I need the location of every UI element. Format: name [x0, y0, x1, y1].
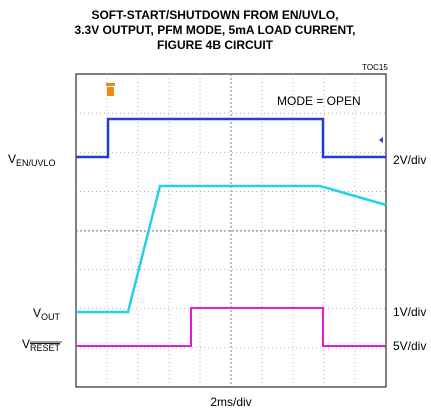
title-line: 3.3V OUTPUT, PFM MODE, 5mA LOAD CURRENT, — [75, 23, 356, 37]
mode-label: MODE = OPEN — [277, 94, 361, 108]
channel-label: VRESET — [22, 337, 61, 353]
label-main: V — [22, 337, 30, 351]
figure-id: TOC15 — [362, 63, 388, 72]
trace-reset — [76, 307, 386, 347]
scale-label: 1V/div — [393, 305, 426, 319]
level-marker — [379, 137, 383, 143]
scale-label: 5V/div — [393, 339, 426, 353]
label-sub: RESET — [30, 343, 61, 353]
scope-screen: MODE = OPEN — [75, 73, 387, 388]
scale-label: 2V/div — [393, 153, 426, 167]
label-main: V — [8, 152, 16, 166]
title-line: SOFT-START/SHUTDOWN FROM EN/UVLO, — [91, 8, 338, 22]
channel-label: VOUT — [33, 306, 61, 322]
title-line: FIGURE 4B CIRCUIT — [157, 38, 274, 52]
label-main: V — [33, 306, 41, 320]
time-scale: 2ms/div — [210, 395, 251, 409]
trigger-marker — [106, 83, 115, 96]
trace-vout — [76, 184, 387, 314]
trace-en — [76, 117, 386, 159]
label-sub: EN/UVLO — [16, 158, 56, 168]
label-sub: OUT — [41, 312, 61, 322]
channel-label: VEN/UVLO — [8, 152, 56, 168]
